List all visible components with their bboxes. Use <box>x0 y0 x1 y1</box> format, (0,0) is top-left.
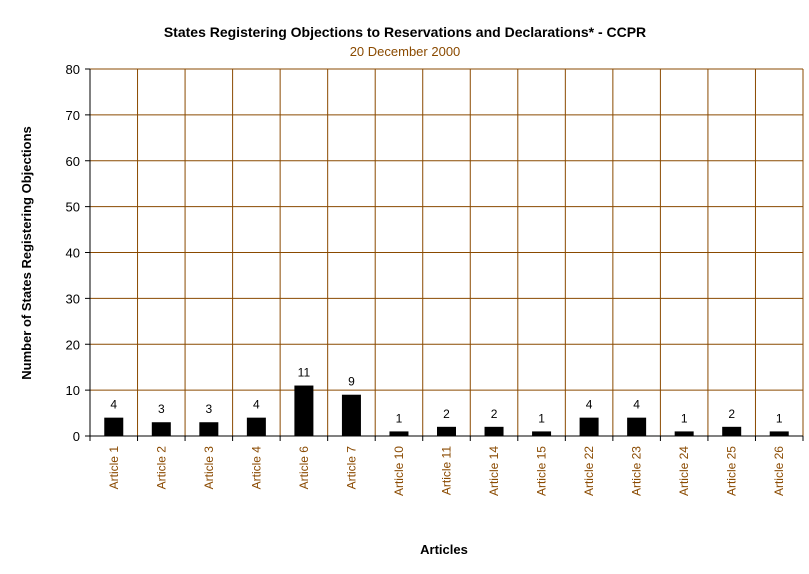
bar <box>104 417 124 436</box>
y-tick-label: 80 <box>66 62 80 77</box>
x-tick-label: Article 1 <box>107 446 121 490</box>
bar <box>722 426 742 436</box>
y-tick-label: 50 <box>66 200 80 215</box>
data-label: 9 <box>348 375 355 389</box>
bar <box>627 417 647 436</box>
x-axis-label: Articles <box>420 542 468 557</box>
x-tick-label: Article 15 <box>535 446 549 496</box>
data-label: 1 <box>681 411 688 425</box>
bar <box>532 431 552 436</box>
x-tick-label: Article 6 <box>297 446 311 490</box>
y-tick-label: 10 <box>66 383 80 398</box>
y-tick-label: 0 <box>73 429 80 444</box>
x-tick-label: Article 2 <box>154 446 168 490</box>
x-tick-label: Article 26 <box>772 446 786 496</box>
data-label: 2 <box>443 407 450 421</box>
y-tick-label: 30 <box>66 291 80 306</box>
bar <box>151 422 171 436</box>
data-label: 2 <box>491 407 498 421</box>
x-tick-label: Article 4 <box>249 446 263 490</box>
bar <box>579 417 599 436</box>
bar <box>674 431 694 436</box>
bar <box>437 426 456 436</box>
data-label: 4 <box>633 398 640 412</box>
x-tick-label: Article 14 <box>487 446 501 496</box>
x-tick-label: Article 23 <box>630 446 644 496</box>
x-tick-label: Article 22 <box>582 446 596 496</box>
bar <box>484 426 504 436</box>
x-tick-label: Article 3 <box>202 446 216 490</box>
data-label: 4 <box>586 398 593 412</box>
data-label: 11 <box>298 366 311 380</box>
y-tick-label: 40 <box>66 246 80 261</box>
bar <box>246 417 266 436</box>
data-label: 1 <box>396 411 403 425</box>
x-tick-label: Article 11 <box>440 446 454 495</box>
y-tick-label: 60 <box>66 154 80 169</box>
bar <box>341 394 361 436</box>
data-label: 3 <box>158 402 165 416</box>
data-label: 1 <box>538 411 545 425</box>
chart-subtitle: 20 December 2000 <box>350 44 461 59</box>
chart-title: States Registering Objections to Reserva… <box>164 24 646 40</box>
x-tick-label: Article 10 <box>392 446 406 496</box>
y-tick-label: 20 <box>66 337 80 352</box>
y-tick-label: 70 <box>66 108 80 123</box>
bar <box>389 431 409 436</box>
data-label: 1 <box>776 411 783 425</box>
x-tick-label: Article 7 <box>344 446 358 490</box>
x-tick-label: Article 24 <box>677 446 691 496</box>
x-tick-label: Article 25 <box>725 446 739 496</box>
data-label: 4 <box>110 398 117 412</box>
bar <box>769 431 789 436</box>
data-label: 3 <box>205 402 212 416</box>
bar <box>199 422 219 436</box>
data-label: 2 <box>728 407 735 421</box>
data-label: 4 <box>253 398 260 412</box>
y-axis-label: Number of States Registering Objections <box>19 126 34 380</box>
bar <box>294 385 314 436</box>
